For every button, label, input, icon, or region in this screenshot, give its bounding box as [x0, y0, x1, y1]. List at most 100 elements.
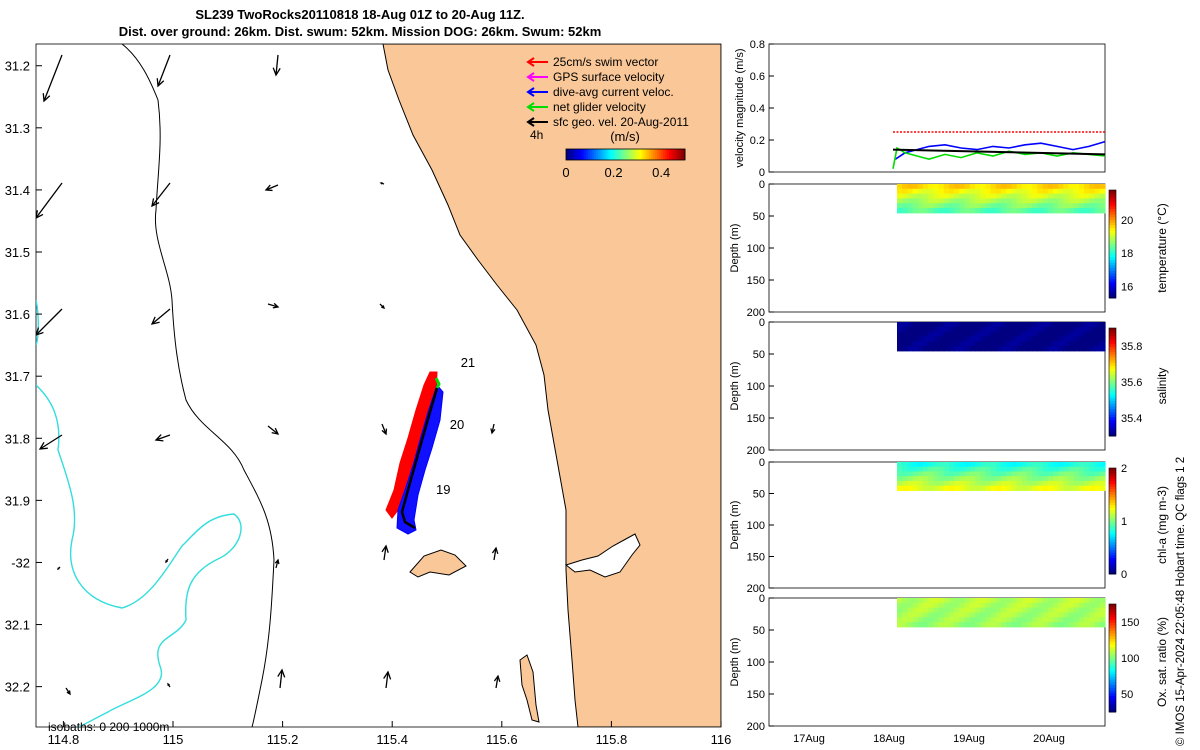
colorbar-cell	[1109, 513, 1116, 517]
profile-cell	[917, 322, 924, 328]
profile-cell	[980, 208, 986, 214]
profile-cell	[912, 471, 919, 477]
profile-cell	[1006, 184, 1012, 190]
profile-cell	[975, 326, 981, 333]
lat-tick-label: 31.6	[5, 307, 30, 322]
colorbar-cell	[1109, 268, 1116, 272]
profile-cell	[1011, 466, 1018, 473]
colorbar-cell	[1109, 206, 1116, 210]
profile-cell	[1027, 622, 1033, 628]
profile-cell	[1084, 622, 1090, 628]
profile-cell	[1094, 198, 1101, 204]
profile-cell	[1011, 346, 1018, 352]
profile-cell	[897, 607, 903, 613]
profile-cell	[933, 184, 940, 190]
profile-cell	[912, 607, 919, 613]
colorbar-cell	[1109, 338, 1116, 342]
profile-cell	[949, 188, 955, 195]
colorbar-cell	[1109, 622, 1116, 627]
profile-cell	[938, 607, 945, 613]
colorbar-tick-label: 0	[562, 165, 569, 180]
profile-cell	[902, 184, 908, 190]
profile-cell	[985, 326, 992, 333]
profile-cell	[933, 462, 940, 468]
profile-cell	[1084, 476, 1090, 482]
profile-cell	[1089, 476, 1096, 482]
profile-cell	[902, 341, 908, 347]
profile-cell	[1006, 331, 1012, 337]
geo-velocity-arrow	[156, 54, 171, 88]
profile-cell	[964, 466, 971, 473]
profile-cell	[964, 193, 971, 199]
profile-cell	[980, 322, 986, 328]
profile-cell	[1089, 336, 1096, 342]
profile-cell	[959, 471, 966, 477]
profile-cell	[964, 336, 971, 342]
profile-cell	[907, 198, 914, 204]
profile-cell	[1021, 326, 1028, 333]
profile-cell	[990, 617, 997, 623]
profile-cell	[1058, 485, 1064, 491]
profile-cell	[1068, 617, 1075, 623]
profile-cell	[959, 617, 966, 623]
profile-cell	[1042, 471, 1049, 477]
colorbar-cell	[1109, 612, 1116, 616]
profile-cell	[1094, 462, 1101, 468]
velocity-ytick-label: 0.4	[750, 103, 765, 115]
profile-cell	[1027, 598, 1033, 604]
profile-cell	[912, 622, 919, 628]
profile-cell	[902, 331, 908, 337]
profile-cell	[980, 346, 986, 352]
depth-axis-label: Depth (m)	[729, 224, 741, 273]
colorbar-cell	[1109, 217, 1116, 221]
profile-cell	[897, 622, 903, 628]
profile-cell	[1006, 476, 1012, 482]
colorbar-cell	[1109, 633, 1116, 637]
profile-cell	[907, 480, 914, 487]
profile-cell	[1053, 471, 1059, 477]
profile-cell	[975, 184, 981, 190]
profile-cell	[969, 184, 976, 190]
profile-cell	[985, 193, 992, 199]
profile-cell	[1047, 346, 1054, 352]
profile-cell	[1011, 326, 1018, 333]
colorbar-cell	[1109, 571, 1116, 575]
profile-cell	[949, 617, 955, 623]
profile-cell	[1079, 622, 1085, 628]
geo-velocity-arrow	[65, 687, 71, 696]
profile-cell	[1058, 598, 1064, 604]
profile-cell	[1053, 622, 1059, 628]
profile-cell	[928, 607, 934, 613]
profile-cell	[1042, 336, 1049, 342]
profile-cell	[1037, 466, 1044, 473]
profile-cell	[912, 198, 919, 204]
profile-cell	[1079, 466, 1085, 473]
depth-tick-label: 150	[747, 413, 765, 425]
profile-cell	[980, 341, 986, 347]
profile-cell	[1068, 198, 1075, 204]
profile-cell	[1042, 622, 1049, 628]
profile-cell	[943, 208, 950, 214]
profile-cell	[985, 198, 992, 204]
profile-cell	[933, 346, 940, 352]
colorbar-cell	[657, 149, 660, 160]
profile-cell	[1006, 322, 1012, 328]
profile-cell	[995, 198, 1002, 204]
profile-cell	[1027, 612, 1033, 618]
profile-cell	[1047, 203, 1054, 209]
profile-cell	[1068, 341, 1075, 347]
profile-cell	[1011, 471, 1018, 477]
profile-cell	[1058, 612, 1064, 618]
profile-cell	[1073, 208, 1080, 214]
profile-cell	[938, 462, 945, 468]
profile-cell	[1089, 184, 1096, 190]
colorbar-cell	[1109, 346, 1116, 351]
profile-cell	[959, 198, 966, 204]
profile-cell	[1006, 612, 1012, 618]
profile-cell	[975, 607, 981, 613]
colorbar-cell	[1109, 518, 1116, 522]
profile-cell	[1084, 471, 1090, 477]
time-tick-label: 20Aug	[1033, 733, 1065, 745]
colorbar-cell	[1109, 690, 1116, 694]
